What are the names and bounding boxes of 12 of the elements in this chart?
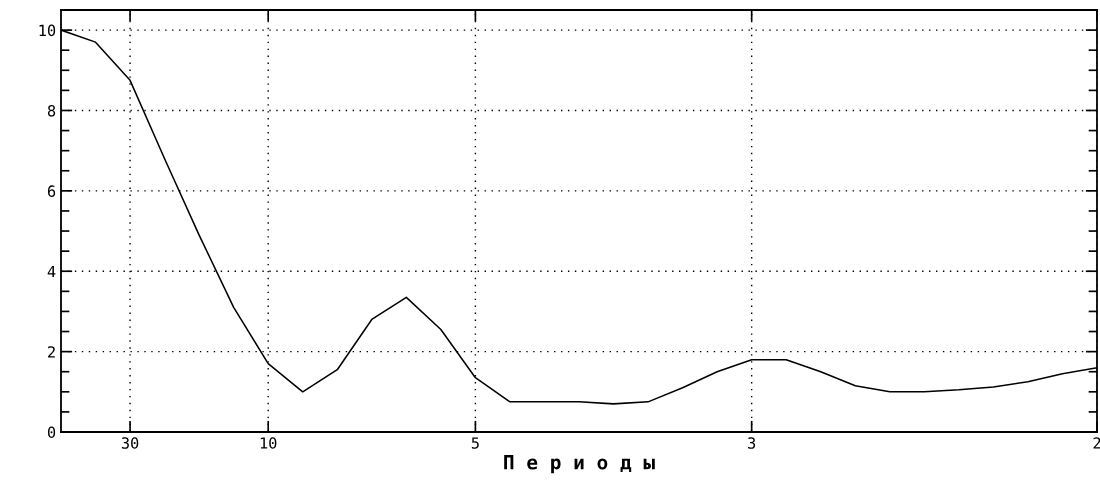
x-tick-label: 3	[748, 437, 756, 449]
x-tick-label: 5	[471, 437, 479, 449]
y-tick-label: 8	[47, 104, 56, 117]
y-tick-label: 2	[48, 346, 55, 358]
y-tick-label: 4	[47, 265, 56, 278]
x-tick-label: 2	[1093, 437, 1100, 449]
y-tick-label: 6	[47, 185, 56, 197]
x-axis-title: П е р и о д ы	[504, 455, 655, 474]
y-tick-label: 10	[39, 24, 56, 37]
x-tick-label: 10	[260, 437, 277, 449]
x-tick-label: 30	[121, 437, 139, 449]
y-tick-label: 0	[47, 426, 56, 439]
